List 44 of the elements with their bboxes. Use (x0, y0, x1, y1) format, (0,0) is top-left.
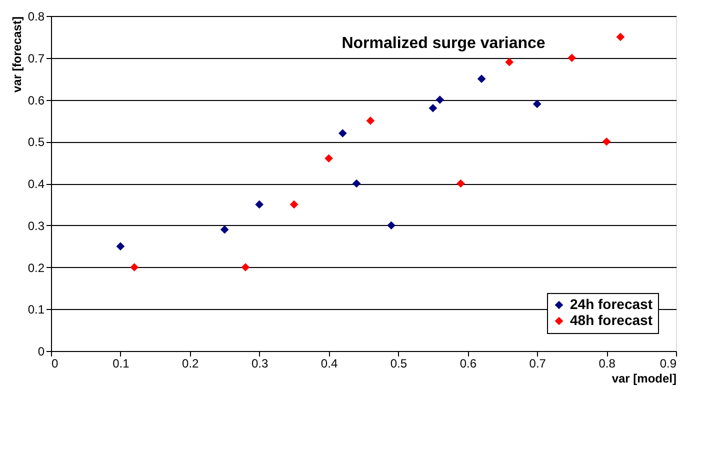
y-tick-label: 0.2 (28, 260, 45, 275)
point (116, 242, 125, 250)
x-tick-label: 0.3 (251, 356, 268, 370)
point (568, 54, 576, 62)
x-tick-label: 0.5 (390, 356, 408, 370)
y-tick-label: 0.5 (28, 135, 45, 150)
point (290, 200, 298, 209)
point (602, 137, 611, 146)
point (366, 116, 375, 125)
point (532, 100, 542, 108)
point (220, 225, 229, 234)
y-tick-label: 0 (38, 344, 45, 358)
point (616, 32, 625, 42)
x-tick-label: 0 (52, 356, 58, 370)
point (505, 58, 514, 66)
y-tick-label: 0.1 (28, 302, 45, 317)
legend-label: 48h forecast (570, 312, 653, 328)
y-axis-title: var [forecast] (10, 16, 24, 93)
point (324, 154, 333, 163)
point (352, 179, 361, 188)
point (338, 129, 347, 138)
x-axis-title: var [model] (612, 372, 676, 386)
x-tick-label: 0.1 (112, 356, 130, 370)
legend-label: 24h forecast (570, 296, 653, 312)
point (456, 179, 465, 188)
x-tick-label: 0.6 (460, 356, 477, 370)
point (428, 104, 438, 112)
y-tick-label: 0.7 (28, 51, 45, 66)
y-tick-label: 0.6 (28, 93, 45, 108)
point (255, 200, 264, 209)
x-tick-label: 0.9 (660, 356, 677, 370)
point (130, 263, 139, 272)
x-tick-label: 0.7 (529, 356, 546, 370)
point (477, 74, 486, 83)
y-tick-label: 0.8 (28, 10, 45, 24)
point (436, 96, 444, 104)
point (387, 221, 396, 230)
x-tick-label: 0.4 (320, 356, 338, 370)
point (241, 263, 250, 272)
y-tick-label: 0.3 (28, 218, 45, 233)
x-tick-label: 0.8 (598, 356, 616, 370)
x-tick-label: 0.2 (182, 356, 200, 370)
y-tick-label: 0.4 (28, 177, 45, 191)
text: Normalized surge variance (342, 35, 546, 52)
